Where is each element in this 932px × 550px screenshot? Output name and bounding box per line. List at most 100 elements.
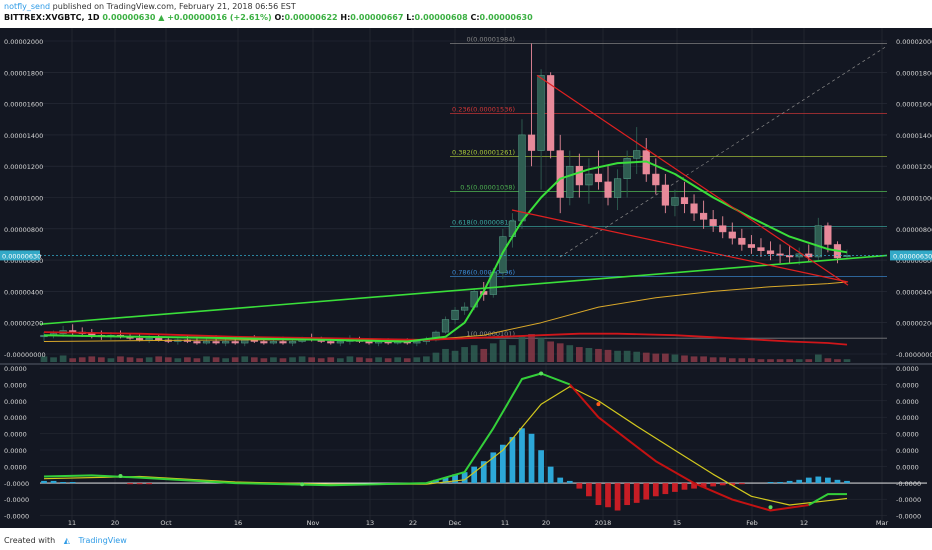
fib-level-label: 0.786(0.00000496) bbox=[452, 268, 515, 276]
candle-body bbox=[288, 341, 297, 344]
macd-cross-marker bbox=[768, 505, 773, 510]
candle-body bbox=[193, 341, 201, 344]
volume-bar bbox=[212, 357, 220, 362]
volume-bar bbox=[518, 335, 526, 362]
author-link[interactable]: notfly_send bbox=[4, 2, 51, 11]
macd-histogram-bar bbox=[499, 444, 506, 484]
price-y-tick-right: 0.00000600 bbox=[896, 257, 932, 265]
price-y-tick-right: 0.00000400 bbox=[896, 288, 932, 296]
macd-histogram-bar bbox=[710, 483, 717, 487]
x-tick-label: 20 bbox=[111, 519, 119, 527]
volume-bar bbox=[470, 345, 478, 362]
volume-bar bbox=[164, 357, 172, 362]
price-y-tick-left: 0.00000800 bbox=[4, 226, 43, 234]
volume-bar bbox=[814, 354, 822, 362]
volume-bar bbox=[88, 356, 96, 362]
price-y-tick-left: 0.00000400 bbox=[4, 288, 43, 296]
volume-bar bbox=[595, 348, 602, 362]
macd-histogram-bar bbox=[786, 480, 793, 484]
price-y-tick-right: 0.00000200 bbox=[896, 320, 932, 328]
volume-bar bbox=[327, 357, 335, 362]
macd-histogram-bar bbox=[519, 428, 525, 484]
macd-y-tick-left: -0.0000 bbox=[4, 496, 29, 504]
macd-histogram-bar bbox=[767, 482, 774, 484]
candle-body bbox=[652, 173, 660, 186]
candle-body bbox=[556, 150, 564, 198]
candle-body bbox=[795, 253, 803, 258]
volume-bar bbox=[423, 356, 430, 362]
macd-histogram-bar bbox=[50, 480, 57, 484]
candle-body bbox=[585, 173, 593, 186]
macd-histogram-bar bbox=[825, 477, 831, 484]
volume-bar bbox=[59, 355, 67, 362]
volume-bar bbox=[222, 358, 229, 362]
ma-red-line bbox=[43, 331, 848, 346]
x-tick-label: 12 bbox=[800, 519, 808, 527]
price-y-tick-left: 0.00002000 bbox=[4, 38, 43, 46]
volume-bar bbox=[442, 348, 449, 362]
tradingview-brand[interactable]: TradingView bbox=[78, 536, 127, 545]
macd-histogram-bar bbox=[490, 452, 497, 484]
macd-histogram-bar bbox=[538, 450, 544, 484]
volume-bar bbox=[289, 357, 296, 362]
volume-bar bbox=[633, 351, 641, 362]
volume-bar bbox=[499, 339, 507, 362]
macd-y-tick-right: 0.0000 bbox=[896, 431, 919, 439]
volume-bar bbox=[193, 358, 201, 362]
macd-histogram-bar bbox=[805, 477, 812, 484]
footer: Created with ◭ TradingView bbox=[4, 536, 127, 545]
candle-body bbox=[518, 134, 526, 222]
candle-body bbox=[747, 244, 756, 248]
x-tick-label: 2018 bbox=[595, 519, 612, 527]
candle-body bbox=[680, 197, 689, 205]
macd-y-tick-right: -0.0000 bbox=[896, 496, 921, 504]
price-y-tick-right: 0.00001400 bbox=[896, 132, 932, 140]
low-value: 0.00000608 bbox=[414, 13, 468, 22]
macd-histogram-bar bbox=[509, 437, 516, 484]
candle-body bbox=[260, 341, 268, 344]
candle-body bbox=[155, 338, 163, 341]
macd-histogram-bar bbox=[815, 476, 822, 484]
volume-bar bbox=[50, 357, 57, 362]
volume-bar bbox=[738, 358, 746, 362]
high-value: 0.00000667 bbox=[350, 13, 404, 22]
macd-line-rising bbox=[43, 372, 571, 487]
price-y-tick-right: 0.00001800 bbox=[896, 69, 932, 77]
volume-bar bbox=[509, 345, 516, 362]
price-y-tick-right: 0.00000800 bbox=[896, 226, 932, 234]
close-label: C: bbox=[470, 13, 480, 22]
fib-trend-dashed bbox=[559, 46, 886, 258]
x-tick-label: 16 bbox=[234, 519, 242, 527]
macd-signal-line bbox=[43, 386, 848, 506]
volume-bar bbox=[461, 347, 468, 362]
volume-bar bbox=[642, 352, 650, 362]
macd-y-tick-left: -0.0000 bbox=[4, 513, 29, 521]
volume-bar bbox=[403, 358, 411, 362]
long-term-support-trendline bbox=[39, 254, 888, 326]
macd-y-tick-left: 0.0000 bbox=[4, 431, 27, 439]
fib-level-label: 0.236(0.00001536) bbox=[452, 106, 515, 114]
macd-y-tick-right: 0.0000 bbox=[896, 365, 919, 373]
change-arrow-icon: ▲ bbox=[158, 13, 165, 22]
macd-line-falling bbox=[569, 383, 809, 512]
volume-bar bbox=[547, 341, 555, 362]
trend-lines bbox=[39, 74, 888, 326]
current-price-label-right: 0.00000630 bbox=[893, 252, 932, 260]
macd-histogram-bar bbox=[127, 483, 133, 485]
candle-body bbox=[594, 173, 603, 183]
candle-body bbox=[623, 158, 631, 179]
candle-body bbox=[843, 255, 851, 257]
macd-cross-marker bbox=[118, 473, 123, 478]
volume-bar bbox=[308, 357, 316, 362]
volume-bar bbox=[604, 349, 612, 362]
price-y-tick-left: 0.00001600 bbox=[4, 101, 43, 109]
macd-y-tick-right: 0.0000 bbox=[896, 398, 919, 406]
x-tick-label: Feb bbox=[746, 519, 758, 527]
candle-body bbox=[700, 212, 708, 220]
macd-histogram-bar bbox=[796, 479, 803, 484]
volume-bar bbox=[384, 358, 392, 362]
high-label: H: bbox=[340, 13, 351, 22]
volume-bar bbox=[556, 343, 564, 362]
candle-body bbox=[135, 338, 144, 341]
